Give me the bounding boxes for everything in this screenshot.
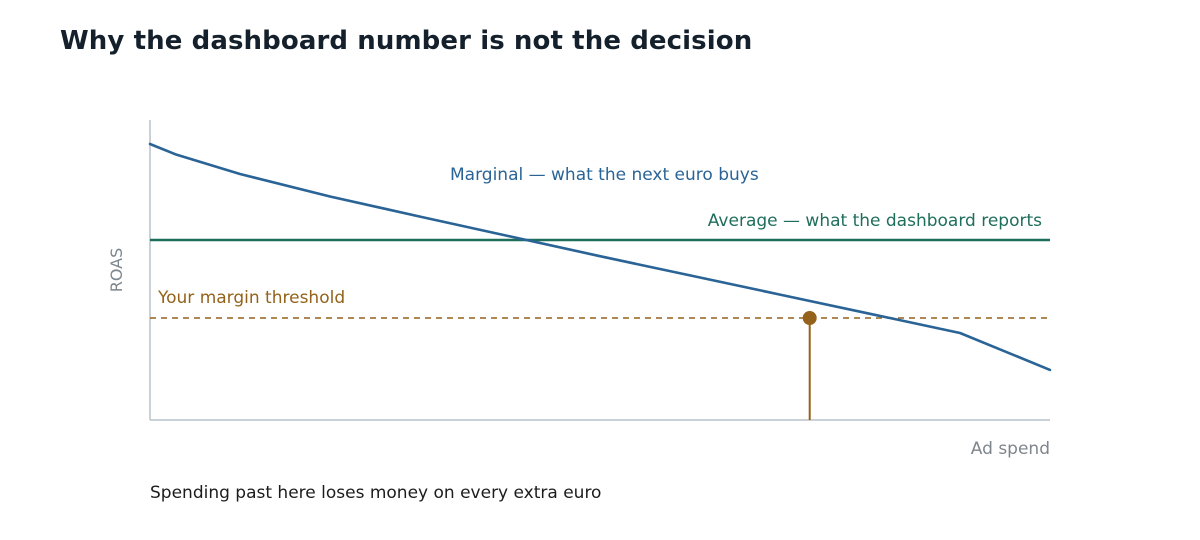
marginal-series-label: Marginal — what the next euro buys: [450, 165, 759, 185]
breakeven-annotation: Spending past here loses money on every …: [150, 483, 602, 503]
breakeven-point: [802, 311, 817, 325]
average-series-label: Average — what the dashboard reports: [708, 211, 1042, 231]
y-axis-label: ROAS: [107, 248, 126, 293]
label-layer: Marginal — what the next euro buys Avera…: [157, 165, 1042, 308]
axes: ROAS Ad spend: [107, 120, 1050, 459]
marginal-line: [148, 142, 1052, 372]
threshold-series-label: Your margin threshold: [157, 288, 345, 308]
x-axis-label: Ad spend: [971, 439, 1050, 459]
series-layer: [148, 142, 1052, 420]
chart-title: Why the dashboard number is not the deci…: [60, 26, 753, 56]
